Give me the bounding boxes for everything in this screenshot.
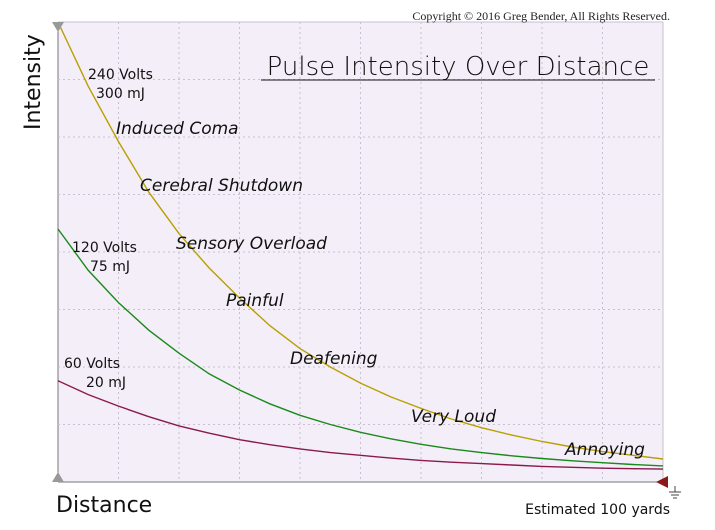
series-name-label: 240 Volts: [88, 67, 153, 83]
chart-title: Pulse Intensity Over Distance: [267, 52, 650, 82]
series-line: [57, 228, 664, 467]
y-axis-label: Intensity: [21, 34, 46, 130]
series-sublabel: 75 mJ: [90, 259, 130, 275]
intensity-level-label: Annoying: [564, 440, 645, 460]
top-left-marker-icon: [52, 22, 64, 32]
series-sublabel: 20 mJ: [86, 375, 126, 391]
intensity-level-label: Sensory Overload: [176, 234, 327, 254]
x-axis-label: Distance: [56, 493, 152, 518]
series-name-label: 120 Volts: [72, 240, 137, 256]
series-name-label: 60 Volts: [64, 356, 120, 372]
bottom-left-marker-icon: [52, 472, 64, 482]
level-labels: Induced Coma Cerebral Shutdown Sensory Ove…: [116, 119, 645, 460]
intensity-level-label: Cerebral Shutdown: [140, 176, 303, 196]
series-line: [57, 380, 664, 470]
series-sublabel: 300 mJ: [96, 86, 145, 102]
series-line: [57, 21, 664, 460]
series-lines: [57, 21, 664, 470]
intensity-level-label: Very Loud: [411, 407, 496, 427]
copyright-text: Copyright © 2016 Greg Bender, All Rights…: [412, 9, 670, 23]
grid: [57, 21, 664, 483]
bottom-right-marker-icon: [656, 476, 668, 488]
intensity-level-label: Painful: [226, 291, 284, 311]
intensity-level-label: Induced Coma: [116, 119, 239, 139]
series-labels: 240 Volts 300 mJ 120 Volts 75 mJ 60 Volts 20 …: [64, 67, 153, 391]
x-axis-note: Estimated 100 yards: [525, 502, 670, 518]
intensity-level-label: Deafening: [290, 349, 378, 369]
